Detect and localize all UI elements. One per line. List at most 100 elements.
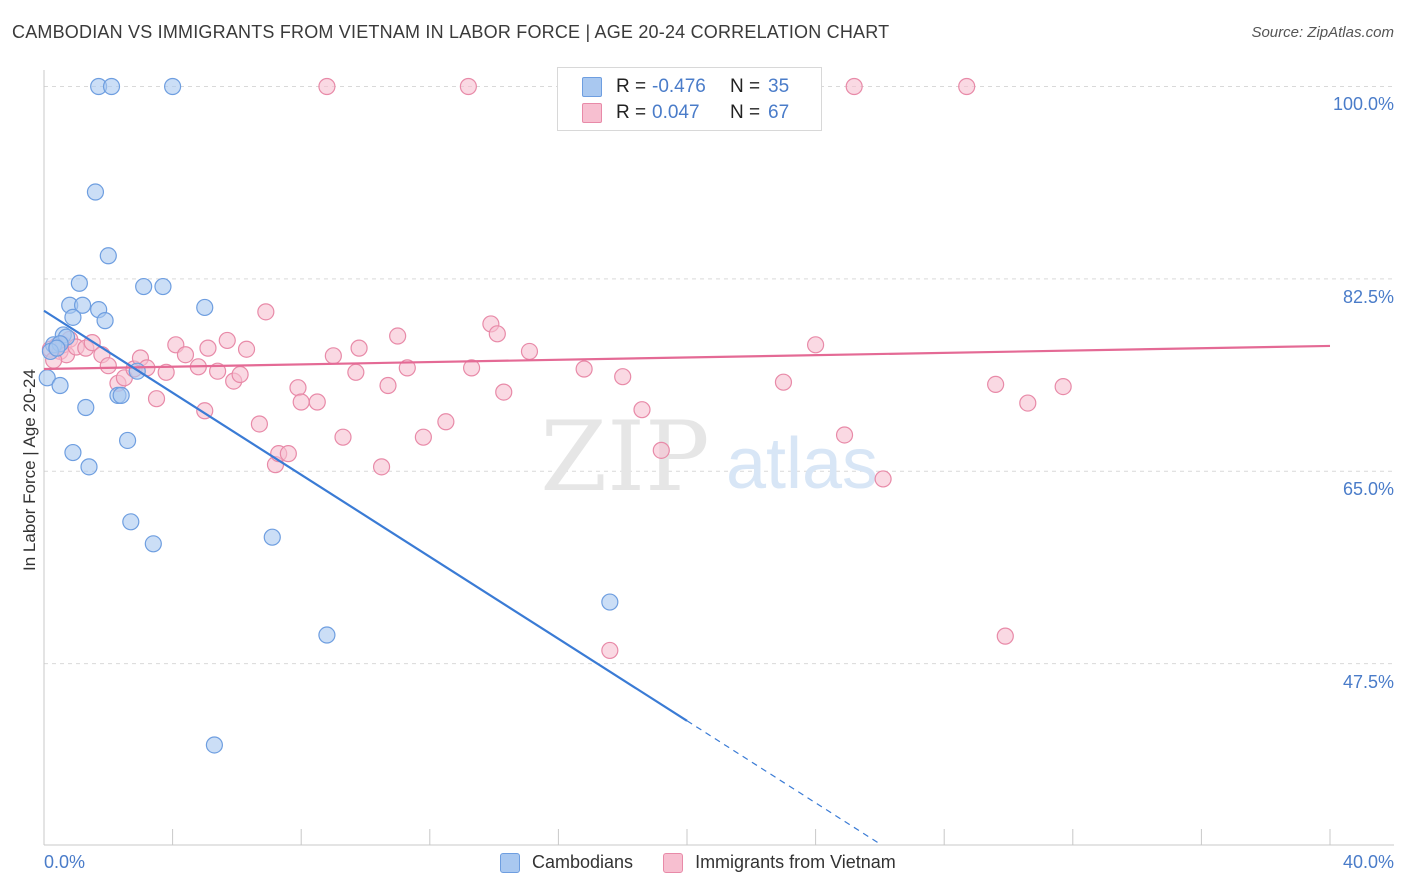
point-vietnam <box>99 357 117 375</box>
point-cambodian <box>80 458 98 476</box>
watermark-atlas: atlas <box>726 424 878 504</box>
point-vietnam <box>209 362 227 380</box>
y-tick-label: 65.0% <box>1342 479 1394 500</box>
point-cambodian <box>73 296 92 314</box>
legend-n-value: 67 <box>768 102 790 123</box>
point-vietnam <box>414 428 432 446</box>
point-vietnam <box>289 379 307 397</box>
point-vietnam <box>633 401 651 419</box>
legend-row-vietnam: R = 0.047 N = 67 <box>582 100 789 126</box>
point-vietnam <box>614 368 632 386</box>
legend-label-cambodians: Cambodians <box>532 852 634 872</box>
point-vietnam <box>845 77 863 96</box>
legend-n-label: N = <box>730 102 761 123</box>
point-cambodian <box>64 443 82 462</box>
axes <box>43 70 1394 846</box>
point-vietnam <box>398 359 416 377</box>
series-cambodians-points <box>38 77 619 754</box>
point-vietnam <box>257 303 275 321</box>
y-tick-label: 100.0% <box>1332 94 1394 115</box>
y-tick-label: 82.5% <box>1342 286 1394 307</box>
point-vietnam <box>308 393 326 411</box>
point-cambodian <box>164 77 182 96</box>
point-vietnam <box>874 470 892 488</box>
point-cambodian <box>154 277 172 296</box>
series-legend: Cambodians Immigrants from Vietnam <box>500 852 926 873</box>
trend-line-cambodians <box>43 309 688 722</box>
legend-item-vietnam[interactable]: Immigrants from Vietnam <box>663 852 896 873</box>
point-cambodian <box>112 386 130 404</box>
point-vietnam <box>250 415 269 433</box>
legend-swatch-vietnam <box>663 852 684 873</box>
point-cambodian <box>96 312 114 330</box>
point-vietnam <box>324 347 342 365</box>
legend-row-cambodians: R = -0.476 N = 35 <box>582 74 789 100</box>
point-vietnam <box>462 359 481 377</box>
series-vietnam-points <box>41 77 1072 660</box>
legend-swatch-blue <box>582 77 602 97</box>
legend-r-value: 0.047 <box>652 102 700 123</box>
point-cambodian <box>86 183 105 201</box>
point-cambodian <box>48 339 66 357</box>
source-note: Source: ZipAtlas.com <box>1251 24 1394 41</box>
point-cambodian <box>601 593 619 611</box>
legend-r-label: R = <box>616 102 647 123</box>
legend-swatch-cambodians <box>500 852 520 873</box>
point-vietnam <box>292 393 310 411</box>
trend-line-vietnam <box>43 344 1331 371</box>
point-vietnam <box>379 376 397 395</box>
watermark: ZIP atlas <box>540 401 878 513</box>
point-vietnam <box>520 342 539 361</box>
point-cambodian <box>263 528 281 546</box>
point-cambodian <box>99 247 117 265</box>
point-vietnam <box>350 339 368 357</box>
chart-title: CAMBODIAN VS IMMIGRANTS FROM VIETNAM IN … <box>12 22 890 42</box>
legend-item-cambodians[interactable]: Cambodians <box>500 852 633 873</box>
point-vietnam <box>459 77 477 96</box>
trend-line-cambodians-extrapolated <box>686 720 881 845</box>
point-cambodian <box>64 308 82 326</box>
point-vietnam <box>218 331 236 350</box>
point-cambodian <box>196 298 214 317</box>
point-cambodian <box>122 513 140 531</box>
point-vietnam <box>575 360 593 378</box>
point-vietnam <box>279 445 297 463</box>
point-cambodian <box>77 398 95 417</box>
legend-r-value: -0.476 <box>652 76 706 97</box>
watermark-zip: ZIP <box>540 401 709 513</box>
point-vietnam <box>987 375 1005 393</box>
point-vietnam <box>652 441 670 459</box>
point-cambodian <box>70 274 88 292</box>
point-vietnam <box>774 373 793 391</box>
point-vietnam <box>176 346 195 364</box>
y-axis-label-wrap: In Labor Force | Age 20-24 <box>16 180 44 760</box>
point-vietnam <box>147 390 166 408</box>
point-vietnam <box>495 383 513 401</box>
point-cambodian <box>51 376 69 395</box>
point-vietnam <box>806 336 825 354</box>
point-cambodian <box>135 277 153 296</box>
legend-swatch-pink <box>582 103 602 123</box>
point-cambodian <box>102 77 121 96</box>
legend-label-vietnam: Immigrants from Vietnam <box>695 852 896 872</box>
x-tick-min: 0.0% <box>44 852 86 872</box>
y-tick-label: 47.5% <box>1342 671 1394 692</box>
point-vietnam <box>958 77 976 96</box>
legend-r-label: R = <box>616 76 647 97</box>
point-vietnam <box>199 339 217 357</box>
point-vietnam <box>231 365 249 384</box>
point-cambodian <box>118 431 137 450</box>
point-vietnam <box>437 413 455 431</box>
point-vietnam <box>601 641 619 660</box>
point-vietnam <box>372 458 391 476</box>
point-vietnam <box>835 426 854 444</box>
point-cambodian <box>144 535 162 553</box>
point-cambodian <box>205 736 223 754</box>
point-vietnam <box>488 325 506 343</box>
x-tick-max: 40.0% <box>1342 852 1394 872</box>
stats-legend: R = -0.476 N = 35 R = 0.047 N = 67 <box>557 67 822 131</box>
point-vietnam <box>157 363 175 381</box>
point-vietnam <box>237 340 256 358</box>
point-vietnam <box>1019 394 1037 412</box>
